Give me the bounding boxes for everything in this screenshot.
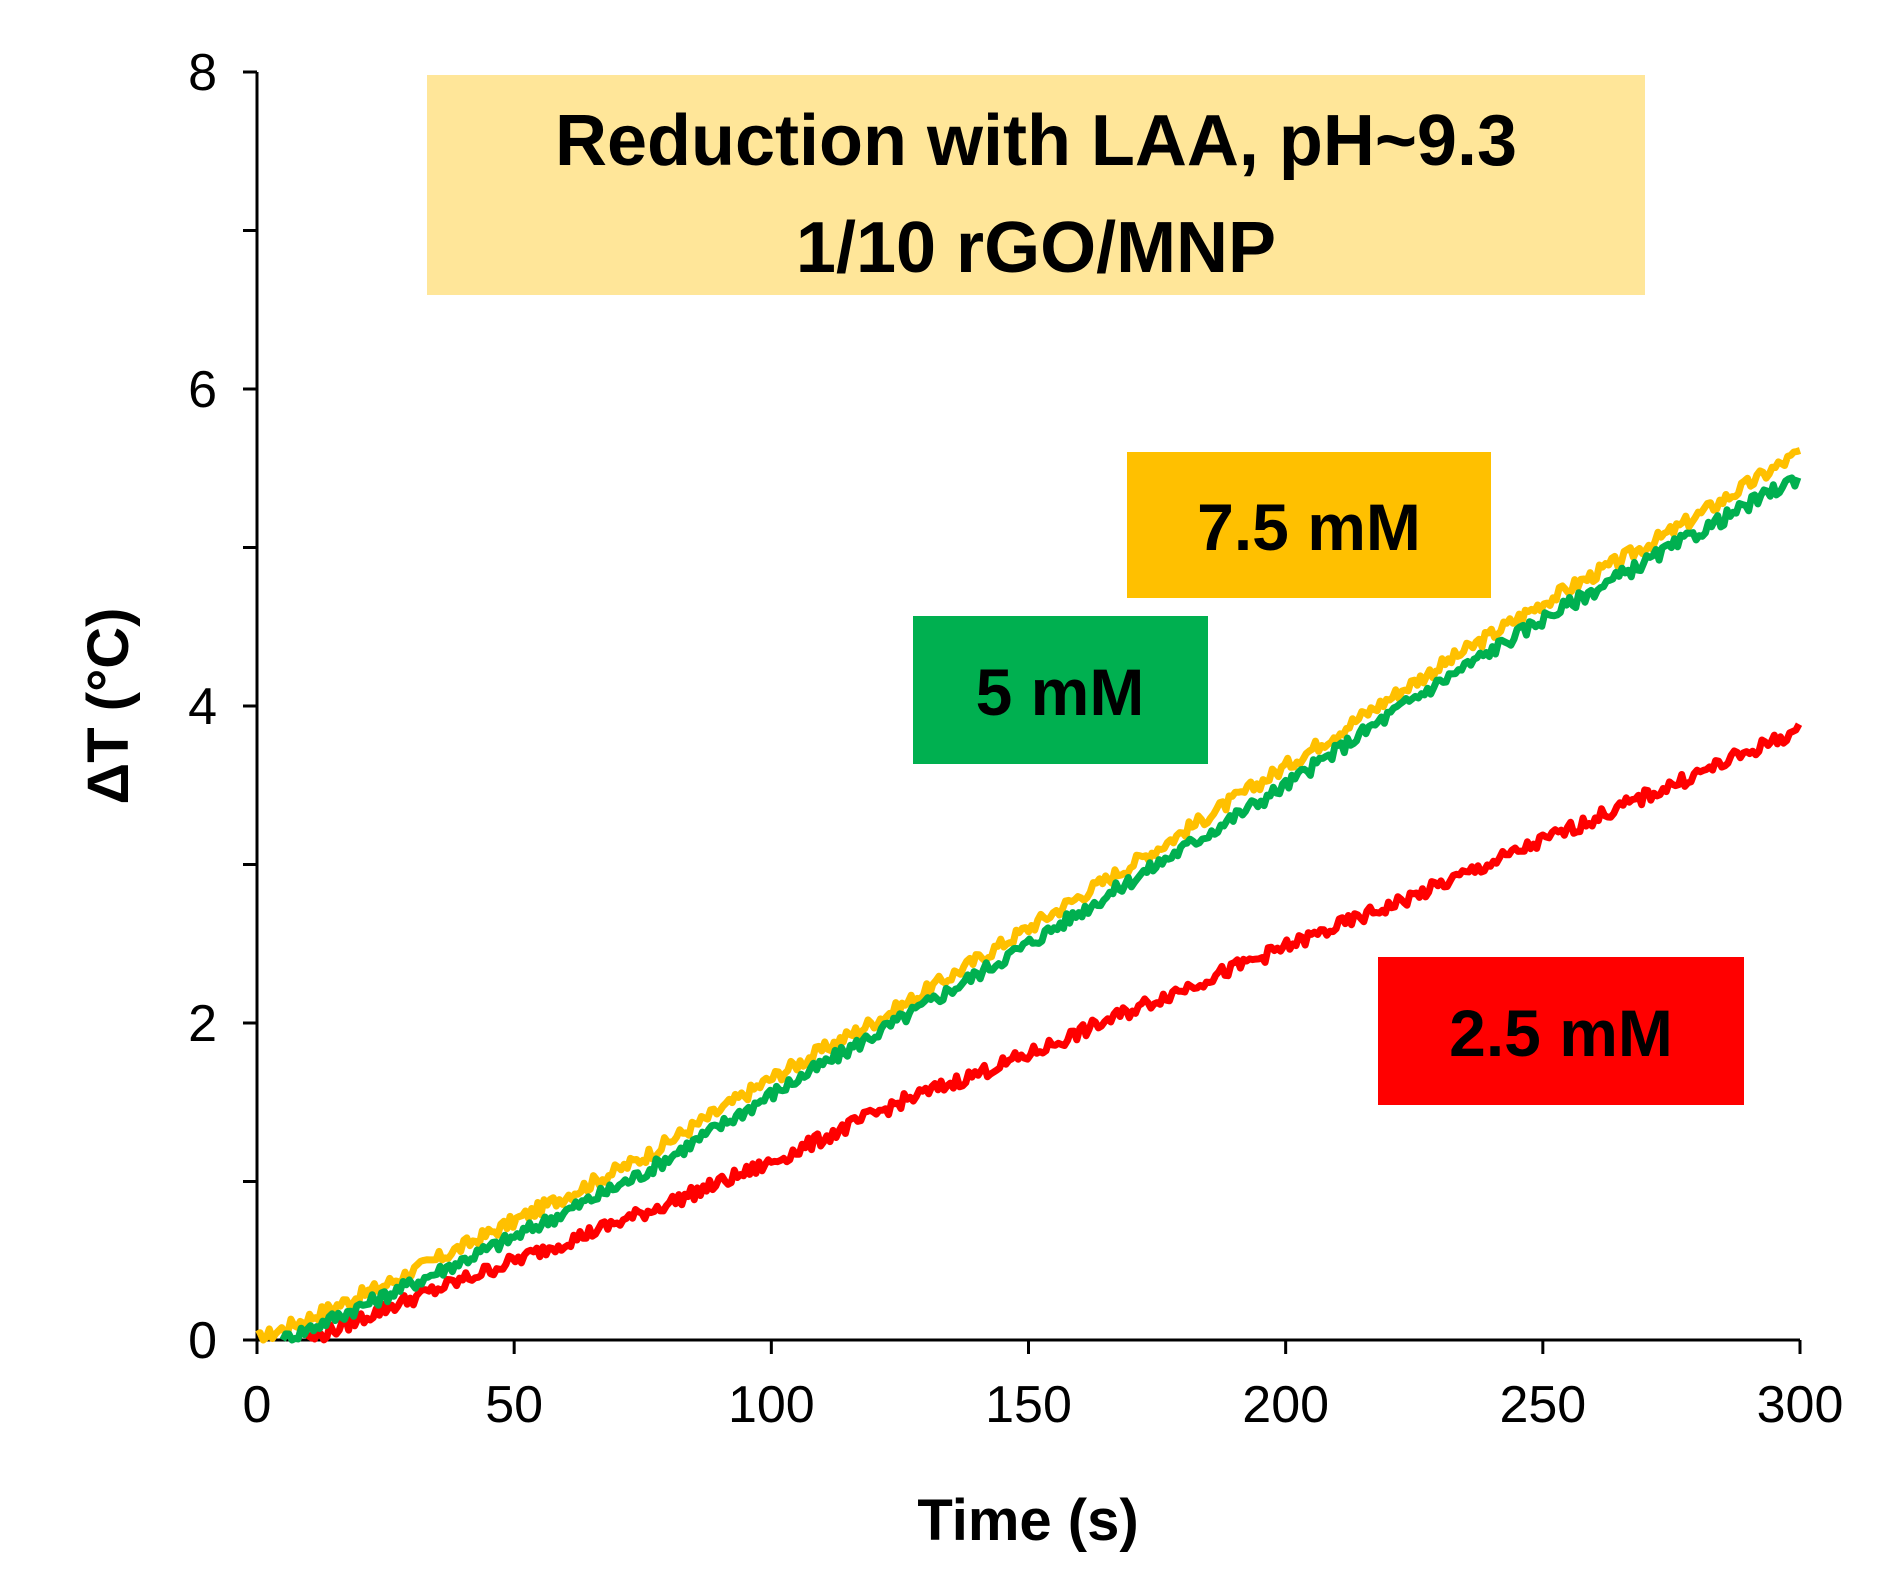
- label-box-5mm: [913, 616, 1208, 764]
- y-tick-label: 4: [188, 678, 217, 736]
- label-box-7-5mm: [1127, 452, 1491, 598]
- series-label-7-5mm: 7.5 mM: [1197, 490, 1421, 564]
- label-box-2-5mm: [1378, 957, 1744, 1105]
- series-label-2-5mm: 2.5 mM: [1449, 996, 1673, 1070]
- ticks-layer: 0 50 100 150 200 250 300 0 2 4 6 8: [188, 44, 1843, 1434]
- y-axis-title: ΔT (°C): [76, 608, 141, 805]
- x-tick-label: 150: [985, 1376, 1072, 1434]
- chart-title-line-2: 1/10 rGO/MNP: [796, 208, 1276, 288]
- x-tick-label: 200: [1242, 1376, 1329, 1434]
- series-line-7-5-mm: [255, 447, 1802, 1344]
- y-tick-label: 6: [188, 361, 217, 419]
- y-tick-label: 8: [188, 44, 217, 102]
- x-tick-label: 0: [243, 1376, 272, 1434]
- title-box: [427, 75, 1645, 295]
- y-tick-label: 0: [188, 1312, 217, 1370]
- x-tick-label: 50: [485, 1376, 543, 1434]
- series-layer: [255, 447, 1803, 1344]
- chart-title-line-1: Reduction with LAA, pH~9.3: [555, 101, 1517, 181]
- x-tick-label: 100: [728, 1376, 815, 1434]
- series-line-5-mm: [279, 474, 1802, 1344]
- x-tick-label: 300: [1757, 1376, 1844, 1434]
- y-tick-label: 2: [188, 995, 217, 1053]
- x-axis-title: Time (s): [917, 1488, 1138, 1553]
- series-line-2-5-mm: [305, 722, 1803, 1344]
- series-label-5mm: 5 mM: [976, 655, 1145, 729]
- x-tick-label: 250: [1499, 1376, 1586, 1434]
